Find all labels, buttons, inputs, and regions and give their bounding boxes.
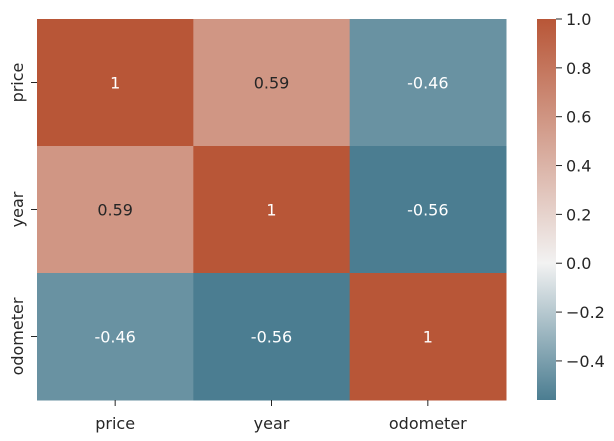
colorbar-tick-label: −0.2 bbox=[566, 303, 605, 322]
cell-value-label: -0.56 bbox=[251, 328, 292, 347]
cell-value-label: -0.46 bbox=[94, 328, 135, 347]
heatmap-cell-odometer-price bbox=[37, 273, 194, 401]
heatmap-cell-price-year bbox=[193, 19, 351, 147]
x-tick-label: year bbox=[254, 414, 290, 433]
colorbar-tick-label: 0.4 bbox=[566, 157, 591, 176]
heatmap-cell-odometer-year bbox=[193, 273, 351, 401]
colorbar-tick-label: 0.2 bbox=[566, 205, 591, 224]
heatmap-cell-year-price bbox=[37, 146, 194, 274]
cell-value-label: -0.46 bbox=[407, 74, 448, 93]
heatmap-cells bbox=[37, 19, 507, 401]
x-tick-label: odometer bbox=[389, 414, 467, 433]
heatmap-cell-price-odometer bbox=[349, 19, 507, 147]
colorbar: 1.0 0.8 0.6 0.4 0.2 0.0 −0.2 −0.4 bbox=[537, 10, 605, 400]
heatmap-cell-year-year bbox=[193, 146, 351, 274]
colorbar-tick-label: 0.8 bbox=[566, 59, 591, 78]
colorbar-tick-label: 1.0 bbox=[566, 10, 591, 29]
colorbar-tick-label: −0.4 bbox=[566, 352, 605, 371]
heatmap-cell-odometer-odometer bbox=[349, 273, 507, 401]
cell-value-label: 1 bbox=[266, 201, 276, 220]
y-axis: price year odometer bbox=[8, 63, 37, 375]
colorbar-tick-label: 0.6 bbox=[566, 108, 591, 127]
colorbar-tick-label: 0.0 bbox=[566, 254, 591, 273]
y-tick-label: year bbox=[8, 191, 27, 227]
cell-value-label: 0.59 bbox=[97, 201, 133, 220]
heatmap-cell-price-price bbox=[37, 19, 194, 147]
cell-value-label: 0.59 bbox=[254, 74, 290, 93]
cell-value-label: 1 bbox=[423, 328, 433, 347]
x-axis: price year odometer bbox=[95, 400, 467, 433]
heatmap-cell-labels: 1 0.59 -0.46 0.59 1 -0.56 -0.46 -0.56 1 bbox=[94, 74, 448, 347]
heatmap-cell-year-odometer bbox=[349, 146, 507, 274]
colorbar-gradient bbox=[537, 19, 556, 400]
y-tick-label: price bbox=[8, 63, 27, 103]
x-tick-label: price bbox=[95, 414, 135, 433]
cell-value-label: -0.56 bbox=[407, 201, 448, 220]
y-tick-label: odometer bbox=[8, 297, 27, 375]
cell-value-label: 1 bbox=[110, 74, 120, 93]
